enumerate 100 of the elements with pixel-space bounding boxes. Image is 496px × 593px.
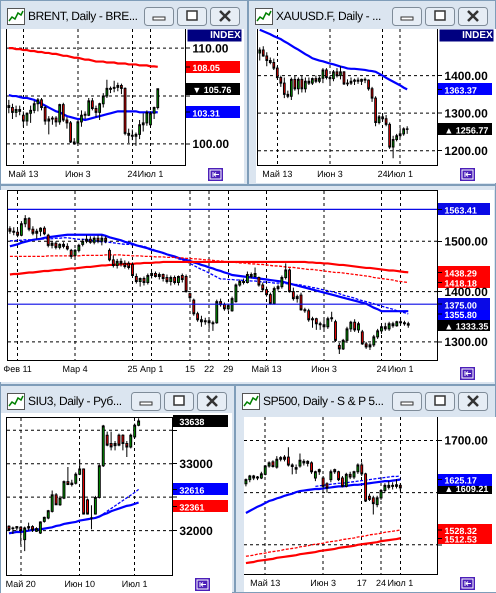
y-tick-label: 1625.17 — [444, 476, 477, 486]
x-tick-label: Май 13 — [251, 364, 282, 374]
candlestick — [257, 276, 260, 288]
candlestick — [298, 453, 302, 468]
candlestick — [23, 526, 26, 552]
candlestick — [39, 226, 42, 237]
candlestick — [18, 105, 22, 116]
chart-title: BRENT, Daily - BRE... — [28, 9, 138, 23]
y-tick-label: 33000 — [179, 456, 214, 471]
y-tick-label: 1355.80 — [444, 310, 477, 320]
x-tick-label: 17 — [356, 578, 367, 588]
y-tick-label: 32361 — [179, 502, 204, 513]
candlestick — [248, 474, 252, 483]
candlestick — [116, 82, 120, 92]
ref-line-label: 1375.00 — [444, 300, 477, 310]
y-tick-label: ▼ 105.76 — [192, 84, 232, 95]
candlestick — [142, 276, 146, 286]
candlestick — [353, 318, 356, 332]
candlestick — [166, 274, 168, 284]
x-tick-label: 29 — [223, 364, 234, 374]
x-tick-label: Июн 10 — [64, 578, 96, 589]
x-tick-label: Май 13 — [262, 168, 292, 179]
candlestick — [204, 317, 207, 326]
x-tick-label: 15 — [184, 364, 195, 374]
y-tick-label: 1500.00 — [444, 234, 488, 248]
y-tick-label: 1528.32 — [444, 526, 477, 536]
y-tick-label: ▲ 1609.21 — [444, 484, 488, 494]
line-series — [245, 529, 401, 557]
candlestick — [406, 321, 410, 328]
y-tick-label: ▲ 1256.77 — [444, 126, 488, 136]
candlestick — [138, 277, 142, 288]
y-tick-label: ▲ 1333.35 — [444, 321, 488, 332]
x-tick-label: 24 — [378, 168, 388, 179]
x-tick-label: Июн 3 — [310, 578, 336, 588]
candlestick — [134, 272, 138, 284]
candlestick — [11, 103, 14, 120]
candlestick — [272, 460, 274, 468]
y-tick-label: 32616 — [179, 486, 204, 496]
candlestick — [297, 76, 300, 95]
candlestick — [387, 480, 390, 490]
y-tick-label: 33638 — [179, 417, 204, 428]
candlestick — [356, 76, 360, 84]
candlestick — [388, 321, 391, 332]
x-tick-label: Фев 11 — [3, 364, 32, 374]
x-tick-label: Май 20 — [6, 578, 36, 589]
x-tick-label: Апр 1 — [140, 364, 164, 374]
candlestick — [158, 272, 161, 280]
candlestick — [391, 482, 394, 490]
candlestick — [244, 478, 248, 487]
candlestick — [402, 126, 406, 136]
candlestick — [177, 275, 180, 286]
y-tick-label: 1400.00 — [444, 68, 488, 83]
y-tick-label: 1300.00 — [444, 335, 488, 350]
candlestick — [14, 105, 18, 118]
y-tick-label: 108.05 — [192, 63, 220, 74]
candlestick — [275, 456, 278, 470]
y-tick-label: 103.31 — [192, 108, 220, 118]
y-tick-label: 110.00 — [192, 41, 229, 56]
candlestick — [252, 474, 256, 481]
y-tick-label: 1438.29 — [444, 268, 477, 279]
candlestick — [403, 320, 406, 326]
x-tick-label: 25 — [127, 364, 138, 374]
x-tick-label: 22 — [204, 364, 214, 374]
y-tick-label: 1418.18 — [444, 278, 477, 289]
candlestick — [29, 105, 32, 124]
candlestick — [154, 270, 157, 278]
candlestick — [300, 292, 302, 312]
candlestick — [290, 76, 293, 101]
candlestick — [314, 317, 318, 330]
candlestick — [294, 464, 298, 474]
candlestick — [116, 258, 119, 269]
y-tick-label: 1200.00 — [444, 144, 488, 158]
candlestick — [200, 315, 203, 328]
candlestick — [28, 216, 31, 232]
candlestick — [173, 275, 176, 286]
ref-line-label: 1563.41 — [444, 206, 477, 216]
candlestick — [372, 495, 375, 516]
chart-title: SP500, Daily - S & P 5... — [263, 394, 384, 408]
y-tick-label: 1512.53 — [444, 534, 477, 544]
candlestick — [357, 321, 360, 334]
candlestick — [304, 76, 307, 93]
x-tick-label: Июл 1 — [388, 364, 414, 374]
candlestick — [58, 242, 62, 250]
candlestick — [254, 266, 256, 278]
candlestick — [384, 322, 387, 332]
candlestick — [392, 321, 394, 328]
candlestick — [31, 524, 34, 532]
x-tick-label: Июл 1 — [138, 168, 164, 179]
x-tick-label: Июн 3 — [317, 168, 343, 179]
candlestick — [256, 475, 259, 481]
y-tick-label: 1700.00 — [444, 434, 488, 448]
line-series — [8, 47, 159, 68]
x-tick-label: Июн 3 — [311, 364, 337, 374]
x-tick-label: Мар 4 — [62, 364, 88, 374]
x-tick-label: Июл 1 — [122, 578, 148, 589]
candlestick — [12, 226, 16, 236]
x-tick-label: Май 13 — [8, 168, 38, 179]
text: INDEX — [210, 30, 241, 41]
candlestick — [104, 236, 108, 244]
x-tick-label: Май 13 — [250, 578, 280, 588]
